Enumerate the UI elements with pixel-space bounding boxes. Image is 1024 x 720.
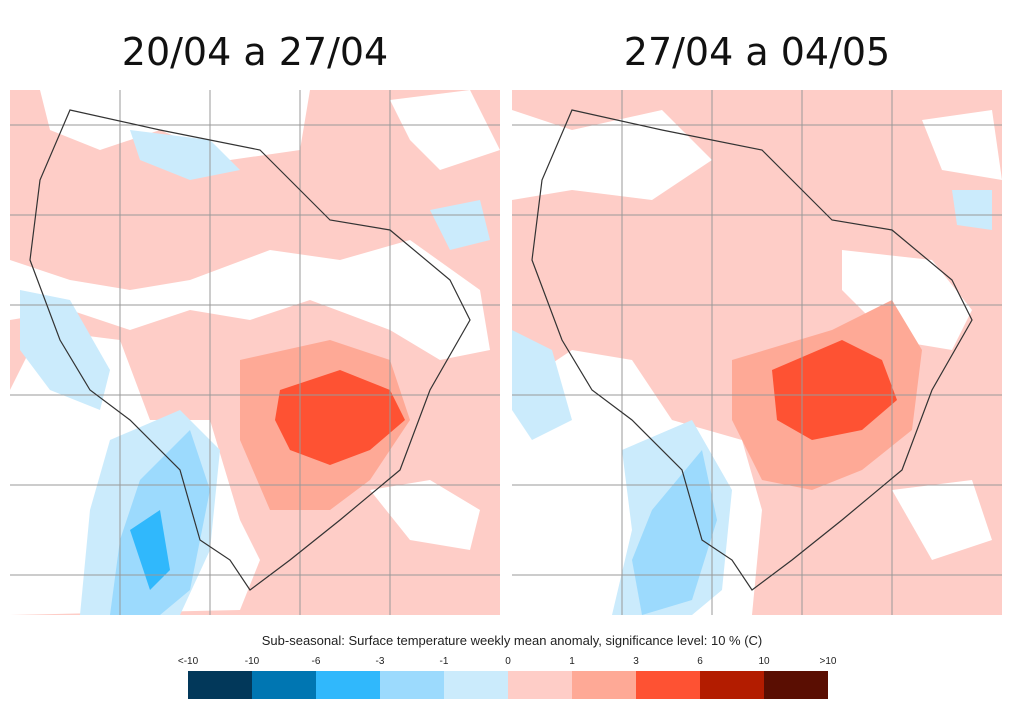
legend-swatch — [444, 671, 508, 699]
legend-tick: 0 — [505, 656, 511, 667]
legend-swatch — [572, 671, 636, 699]
legend-tick: 10 — [758, 656, 770, 667]
anomaly-map-week1 — [10, 90, 500, 615]
anomaly-map-week2 — [512, 90, 1002, 615]
legend-tick: 1 — [569, 656, 575, 667]
legend-swatch — [764, 671, 828, 699]
legend-tick: -6 — [311, 656, 321, 667]
legend-swatch — [252, 671, 316, 699]
legend-tick: -1 — [439, 656, 449, 667]
legend-title: Sub-seasonal: Surface temperature weekly… — [261, 633, 763, 648]
legend-swatch — [508, 671, 572, 699]
legend-tick: -3 — [375, 656, 385, 667]
legend-swatch — [636, 671, 700, 699]
legend-swatch — [188, 671, 252, 699]
legend-swatch — [316, 671, 380, 699]
legend-tick: 6 — [697, 656, 703, 667]
legend-swatch — [700, 671, 764, 699]
legend-tick: <-10 — [177, 656, 199, 667]
legend-tick: >10 — [819, 656, 837, 667]
legend-tick: -10 — [244, 656, 260, 667]
panel-title-week1: 20/04 a 27/04 — [121, 30, 389, 74]
legend-tick: 3 — [633, 656, 639, 667]
legend-swatch — [380, 671, 444, 699]
panel-title-week2: 27/04 a 04/05 — [623, 30, 891, 74]
